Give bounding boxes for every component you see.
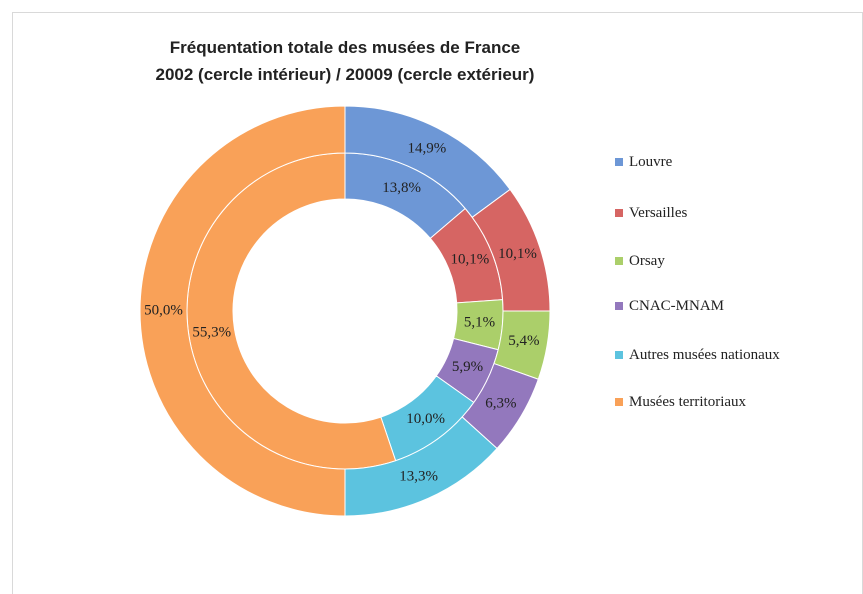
legend-label: Versailles xyxy=(629,205,688,221)
data-label: 13,3% xyxy=(399,468,438,484)
chart-subtitle: 2002 (cercle intérieur) / 20009 (cercle … xyxy=(156,65,535,84)
legend-label: Musées territoriaux xyxy=(629,394,747,410)
legend-item: Versailles xyxy=(615,203,789,223)
data-label: 5,4% xyxy=(508,333,539,349)
legend-swatch xyxy=(615,351,623,359)
data-label: 10,0% xyxy=(406,411,445,427)
legend-label: Autres musées nationaux xyxy=(629,347,780,363)
legend-swatch xyxy=(615,302,623,310)
legend-swatch xyxy=(615,257,623,265)
data-label: 55,3% xyxy=(192,324,231,340)
legend-swatch xyxy=(615,398,623,406)
donut-segment xyxy=(139,105,346,517)
data-label: 5,1% xyxy=(464,314,495,330)
data-label: 13,8% xyxy=(382,180,421,196)
legend-item: Louvre xyxy=(615,152,789,172)
data-label: 10,1% xyxy=(451,251,490,267)
legend-item: Autres musées nationaux xyxy=(615,345,789,365)
data-label: 14,9% xyxy=(408,140,447,156)
legend-swatch xyxy=(615,158,623,166)
legend-label: CNAC-MNAM xyxy=(629,298,725,314)
legend-item: CNAC-MNAM xyxy=(615,296,789,316)
legend-label: Orsay xyxy=(629,253,665,269)
legend-item: Orsay xyxy=(615,251,789,271)
data-label: 50,0% xyxy=(144,302,183,318)
chart-title: Fréquentation totale des musées de Franc… xyxy=(170,38,520,57)
legend-swatch xyxy=(615,209,623,217)
legend-item: Musées territoriaux xyxy=(615,392,789,412)
data-label: 6,3% xyxy=(485,395,516,411)
data-label: 10,1% xyxy=(498,246,537,262)
data-label: 5,9% xyxy=(452,359,483,375)
legend-label: Louvre xyxy=(629,154,673,170)
